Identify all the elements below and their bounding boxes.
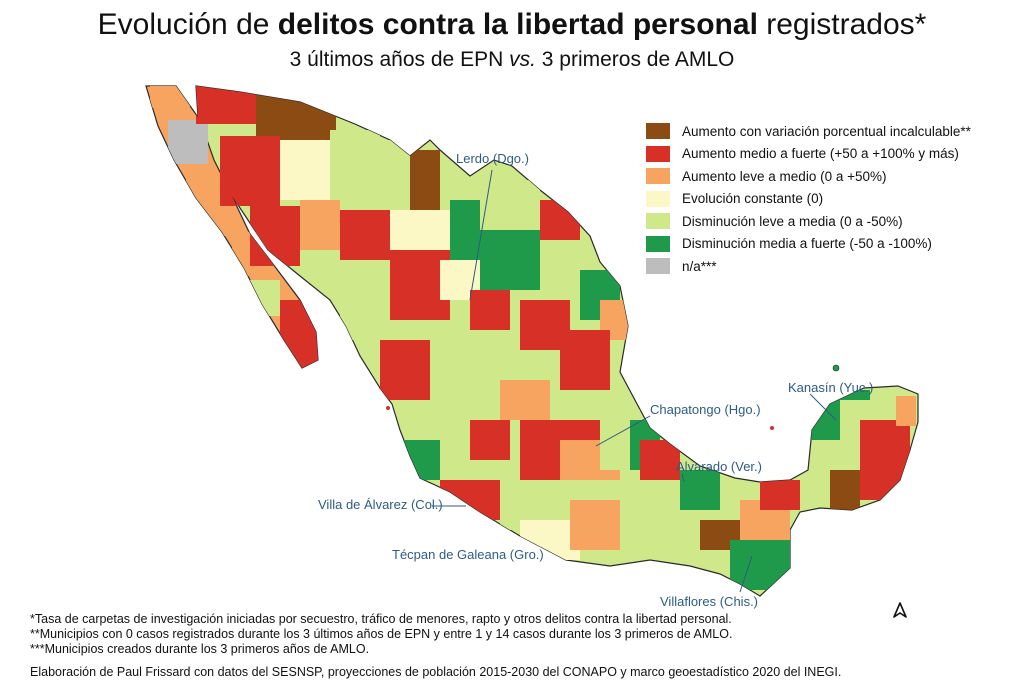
title-suffix: registrados* — [757, 8, 927, 41]
legend-label: Disminución media a fuerte (-50 a -100%) — [682, 236, 932, 252]
legend-label: Aumento con variación porcentual incalcu… — [682, 123, 971, 139]
title-bold: delitos contra la libertad personal — [277, 8, 758, 41]
legend-item: Aumento medio a fuerte (+50 a +100% y má… — [646, 143, 1016, 166]
map-subtitle: 3 últimos años de EPN vs. 3 primeros de … — [0, 46, 1024, 74]
legend-item: Aumento leve a medio (0 a +50%) — [646, 165, 1016, 188]
callout-tecpan: Técpan de Galeana (Gro.) — [392, 547, 544, 562]
legend-swatch — [646, 213, 670, 230]
municipality-patches — [150, 86, 916, 590]
legend-item: Aumento con variación porcentual incalcu… — [646, 120, 1016, 143]
north-arrow-icon — [892, 602, 908, 623]
map-title: Evolución de delitos contra la libertad … — [0, 6, 1024, 44]
legend-swatch — [646, 145, 670, 162]
credit-line: Elaboración de Paul Frissard con datos d… — [30, 665, 842, 679]
legend-swatch — [646, 190, 670, 207]
legend-swatch — [646, 235, 670, 252]
callout-villaflores: Villaflores (Chis.) — [660, 594, 759, 609]
map-legend: Aumento con variación porcentual incalcu… — [646, 120, 1016, 278]
footnote-2: **Municipios con 0 casos registrados dur… — [30, 627, 733, 641]
footnote-3: ***Municipios creados durante los 3 prim… — [30, 642, 370, 656]
callout-alvarado: Alvarado (Ver.) — [676, 459, 762, 474]
legend-item: Disminución leve a media (0 a -50%) — [646, 210, 1016, 233]
subtitle-suffix: 3 primeros de AMLO — [535, 48, 735, 71]
legend-swatch — [646, 168, 670, 185]
callout-villa-de-alvarez: Villa de Álvarez (Col.) — [318, 497, 443, 512]
legend-item: Disminución media a fuerte (-50 a -100%) — [646, 233, 1016, 256]
footnote-1: *Tasa de carpetas de investigación inici… — [30, 612, 732, 626]
legend-label: Aumento leve a medio (0 a +50%) — [682, 168, 887, 184]
north-arrow-glyph — [893, 602, 907, 618]
legend-label: n/a*** — [682, 258, 717, 274]
callout-lerdo: Lerdo (Dgo.) — [456, 151, 529, 166]
legend-label: Aumento medio a fuerte (+50 a +100% y má… — [682, 146, 959, 162]
legend-item: Evolución constante (0) — [646, 188, 1016, 211]
legend-item: n/a*** — [646, 255, 1016, 278]
subtitle-prefix: 3 últimos años de EPN — [289, 48, 510, 71]
legend-swatch — [646, 258, 670, 275]
legend-swatch — [646, 123, 670, 140]
subtitle-emphasis: vs. — [509, 48, 536, 71]
legend-label: Disminución leve a media (0 a -50%) — [682, 213, 903, 229]
callout-chapatongo: Chapatongo (Hgo.) — [650, 402, 761, 417]
title-prefix: Evolución de — [97, 8, 278, 41]
legend-label: Evolución constante (0) — [682, 191, 824, 207]
footnotes: *Tasa de carpetas de investigación inici… — [30, 612, 732, 657]
callout-kanasin: Kanasín (Yuc.) — [788, 380, 874, 395]
callout-leaders — [432, 169, 837, 593]
